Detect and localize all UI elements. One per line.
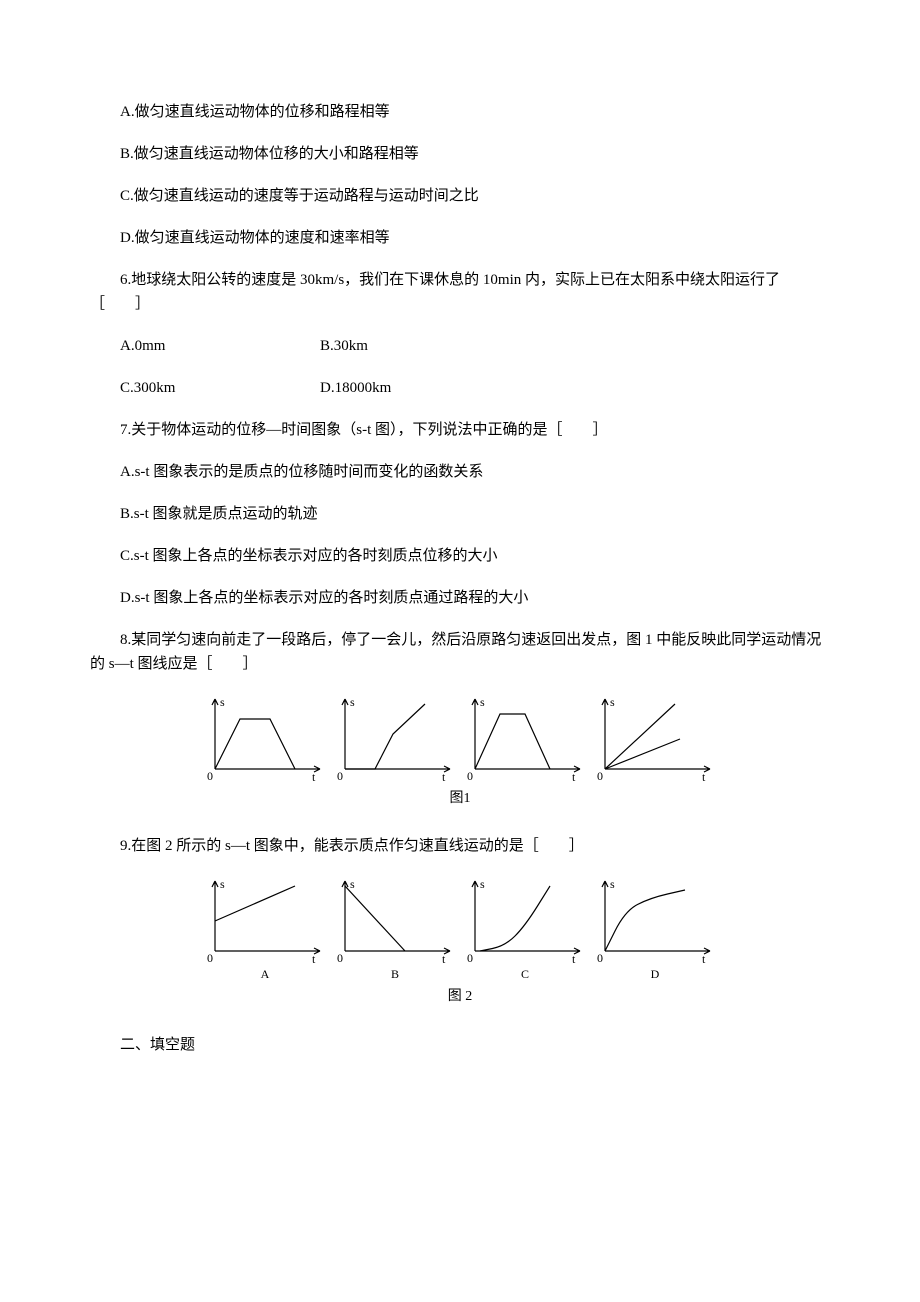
q6-optD: D.18000km	[320, 376, 520, 400]
section-2-heading: 二、填空题	[90, 1033, 830, 1057]
svg-text:B: B	[391, 967, 399, 981]
st-panel: s t 0	[595, 694, 715, 784]
svg-text:t: t	[442, 952, 446, 966]
svg-text:s: s	[480, 877, 485, 891]
figure-2: s t 0 As t 0 Bs t 0 Cs t 0 D	[90, 876, 830, 982]
svg-text:D: D	[651, 967, 660, 981]
svg-text:t: t	[572, 770, 576, 784]
svg-text:t: t	[702, 770, 706, 784]
st-panel: s t 0 A	[205, 876, 325, 982]
svg-text:t: t	[312, 770, 316, 784]
svg-text:s: s	[220, 695, 225, 709]
q5-optC: C.做匀速直线运动的速度等于运动路程与运动时间之比	[90, 184, 830, 208]
q7-optA: A.s-t 图象表示的是质点的位移随时间而变化的函数关系	[90, 460, 830, 484]
q5-optA: A.做匀速直线运动物体的位移和路程相等	[90, 100, 830, 124]
st-panel: s t 0	[205, 694, 325, 784]
svg-text:0: 0	[337, 769, 343, 783]
svg-text:0: 0	[597, 769, 603, 783]
q6-optA: A.0mm	[120, 334, 320, 358]
svg-text:C: C	[521, 967, 529, 981]
svg-text:s: s	[220, 877, 225, 891]
q6-optB: B.30km	[320, 334, 520, 358]
figure-1-caption: 图1	[90, 788, 830, 810]
svg-text:s: s	[480, 695, 485, 709]
svg-text:0: 0	[467, 769, 473, 783]
svg-text:A: A	[261, 967, 270, 981]
q7-optB: B.s-t 图象就是质点运动的轨迹	[90, 502, 830, 526]
svg-text:s: s	[610, 877, 615, 891]
svg-text:s: s	[350, 695, 355, 709]
q5-optB: B.做匀速直线运动物体位移的大小和路程相等	[90, 142, 830, 166]
q6-opts-row1: A.0mm B.30km	[90, 334, 830, 358]
svg-text:t: t	[312, 952, 316, 966]
svg-text:t: t	[442, 770, 446, 784]
q6-opts-row2: C.300km D.18000km	[90, 376, 830, 400]
svg-text:t: t	[572, 952, 576, 966]
st-panel: s t 0	[335, 694, 455, 784]
svg-text:s: s	[350, 877, 355, 891]
st-panel: s t 0	[465, 694, 585, 784]
q6-optC: C.300km	[120, 376, 320, 400]
svg-text:0: 0	[597, 951, 603, 965]
figure-2-caption: 图 2	[90, 986, 830, 1008]
q8-stem: 8.某同学匀速向前走了一段路后，停了一会儿，然后沿原路匀速返回出发点，图 1 中…	[90, 628, 830, 676]
q7-stem: 7.关于物体运动的位移—时间图象（s-t 图），下列说法中正确的是［ ］	[90, 418, 830, 442]
q9-stem: 9.在图 2 所示的 s—t 图象中，能表示质点作匀速直线运动的是［ ］	[90, 834, 830, 858]
figure-1: s t 0 s t 0 s t 0 s t 0	[90, 694, 830, 784]
svg-text:0: 0	[207, 951, 213, 965]
svg-text:t: t	[702, 952, 706, 966]
q6-stem: 6.地球绕太阳公转的速度是 30km/s，我们在下课休息的 10min 内，实际…	[90, 268, 830, 316]
svg-text:0: 0	[207, 769, 213, 783]
svg-text:0: 0	[337, 951, 343, 965]
svg-text:0: 0	[467, 951, 473, 965]
st-panel: s t 0 D	[595, 876, 715, 982]
svg-text:s: s	[610, 695, 615, 709]
q5-optD: D.做匀速直线运动物体的速度和速率相等	[90, 226, 830, 250]
st-panel: s t 0 B	[335, 876, 455, 982]
st-panel: s t 0 C	[465, 876, 585, 982]
q7-optD: D.s-t 图象上各点的坐标表示对应的各时刻质点通过路程的大小	[90, 586, 830, 610]
q7-optC: C.s-t 图象上各点的坐标表示对应的各时刻质点位移的大小	[90, 544, 830, 568]
